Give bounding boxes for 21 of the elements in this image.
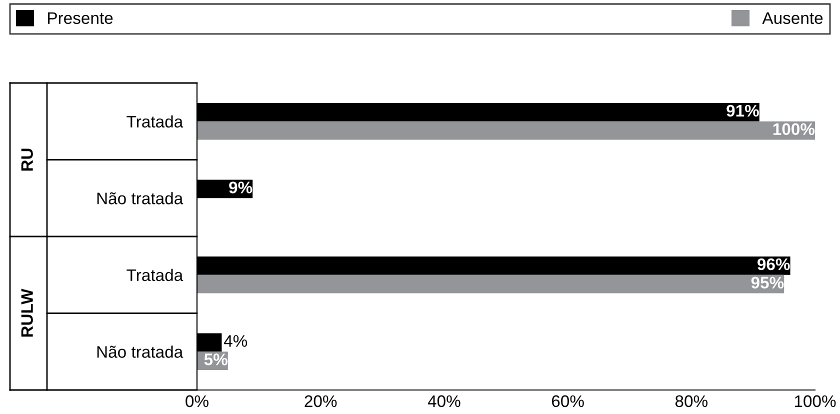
x-tick-label: 100%: [794, 395, 836, 408]
data-label: 91%: [726, 104, 759, 117]
x-tick-label: 20%: [304, 395, 337, 408]
data-label: 9%: [229, 182, 252, 194]
data-label: 95%: [751, 276, 784, 289]
legend-label: Presente: [48, 12, 113, 24]
x-tick-label: 60%: [552, 395, 584, 408]
legend-label: Ausente: [762, 12, 823, 24]
data-label: 4%: [224, 335, 248, 347]
data-label: 5%: [204, 354, 228, 366]
data-label: 96%: [758, 258, 790, 270]
y-tick-label: Tratada: [126, 115, 184, 128]
y-tick-label: Tratada: [126, 268, 184, 282]
x-tick-label: 80%: [675, 395, 708, 408]
x-tick-label: 40%: [428, 395, 460, 408]
y-tick-label: Não tratada: [97, 192, 184, 204]
text: RULW: [21, 288, 33, 337]
data-label: 100%: [773, 123, 815, 136]
text: RU: [21, 148, 33, 171]
x-tick-label: 0%: [186, 395, 208, 408]
y-tick-label: Não tratada: [97, 346, 184, 358]
